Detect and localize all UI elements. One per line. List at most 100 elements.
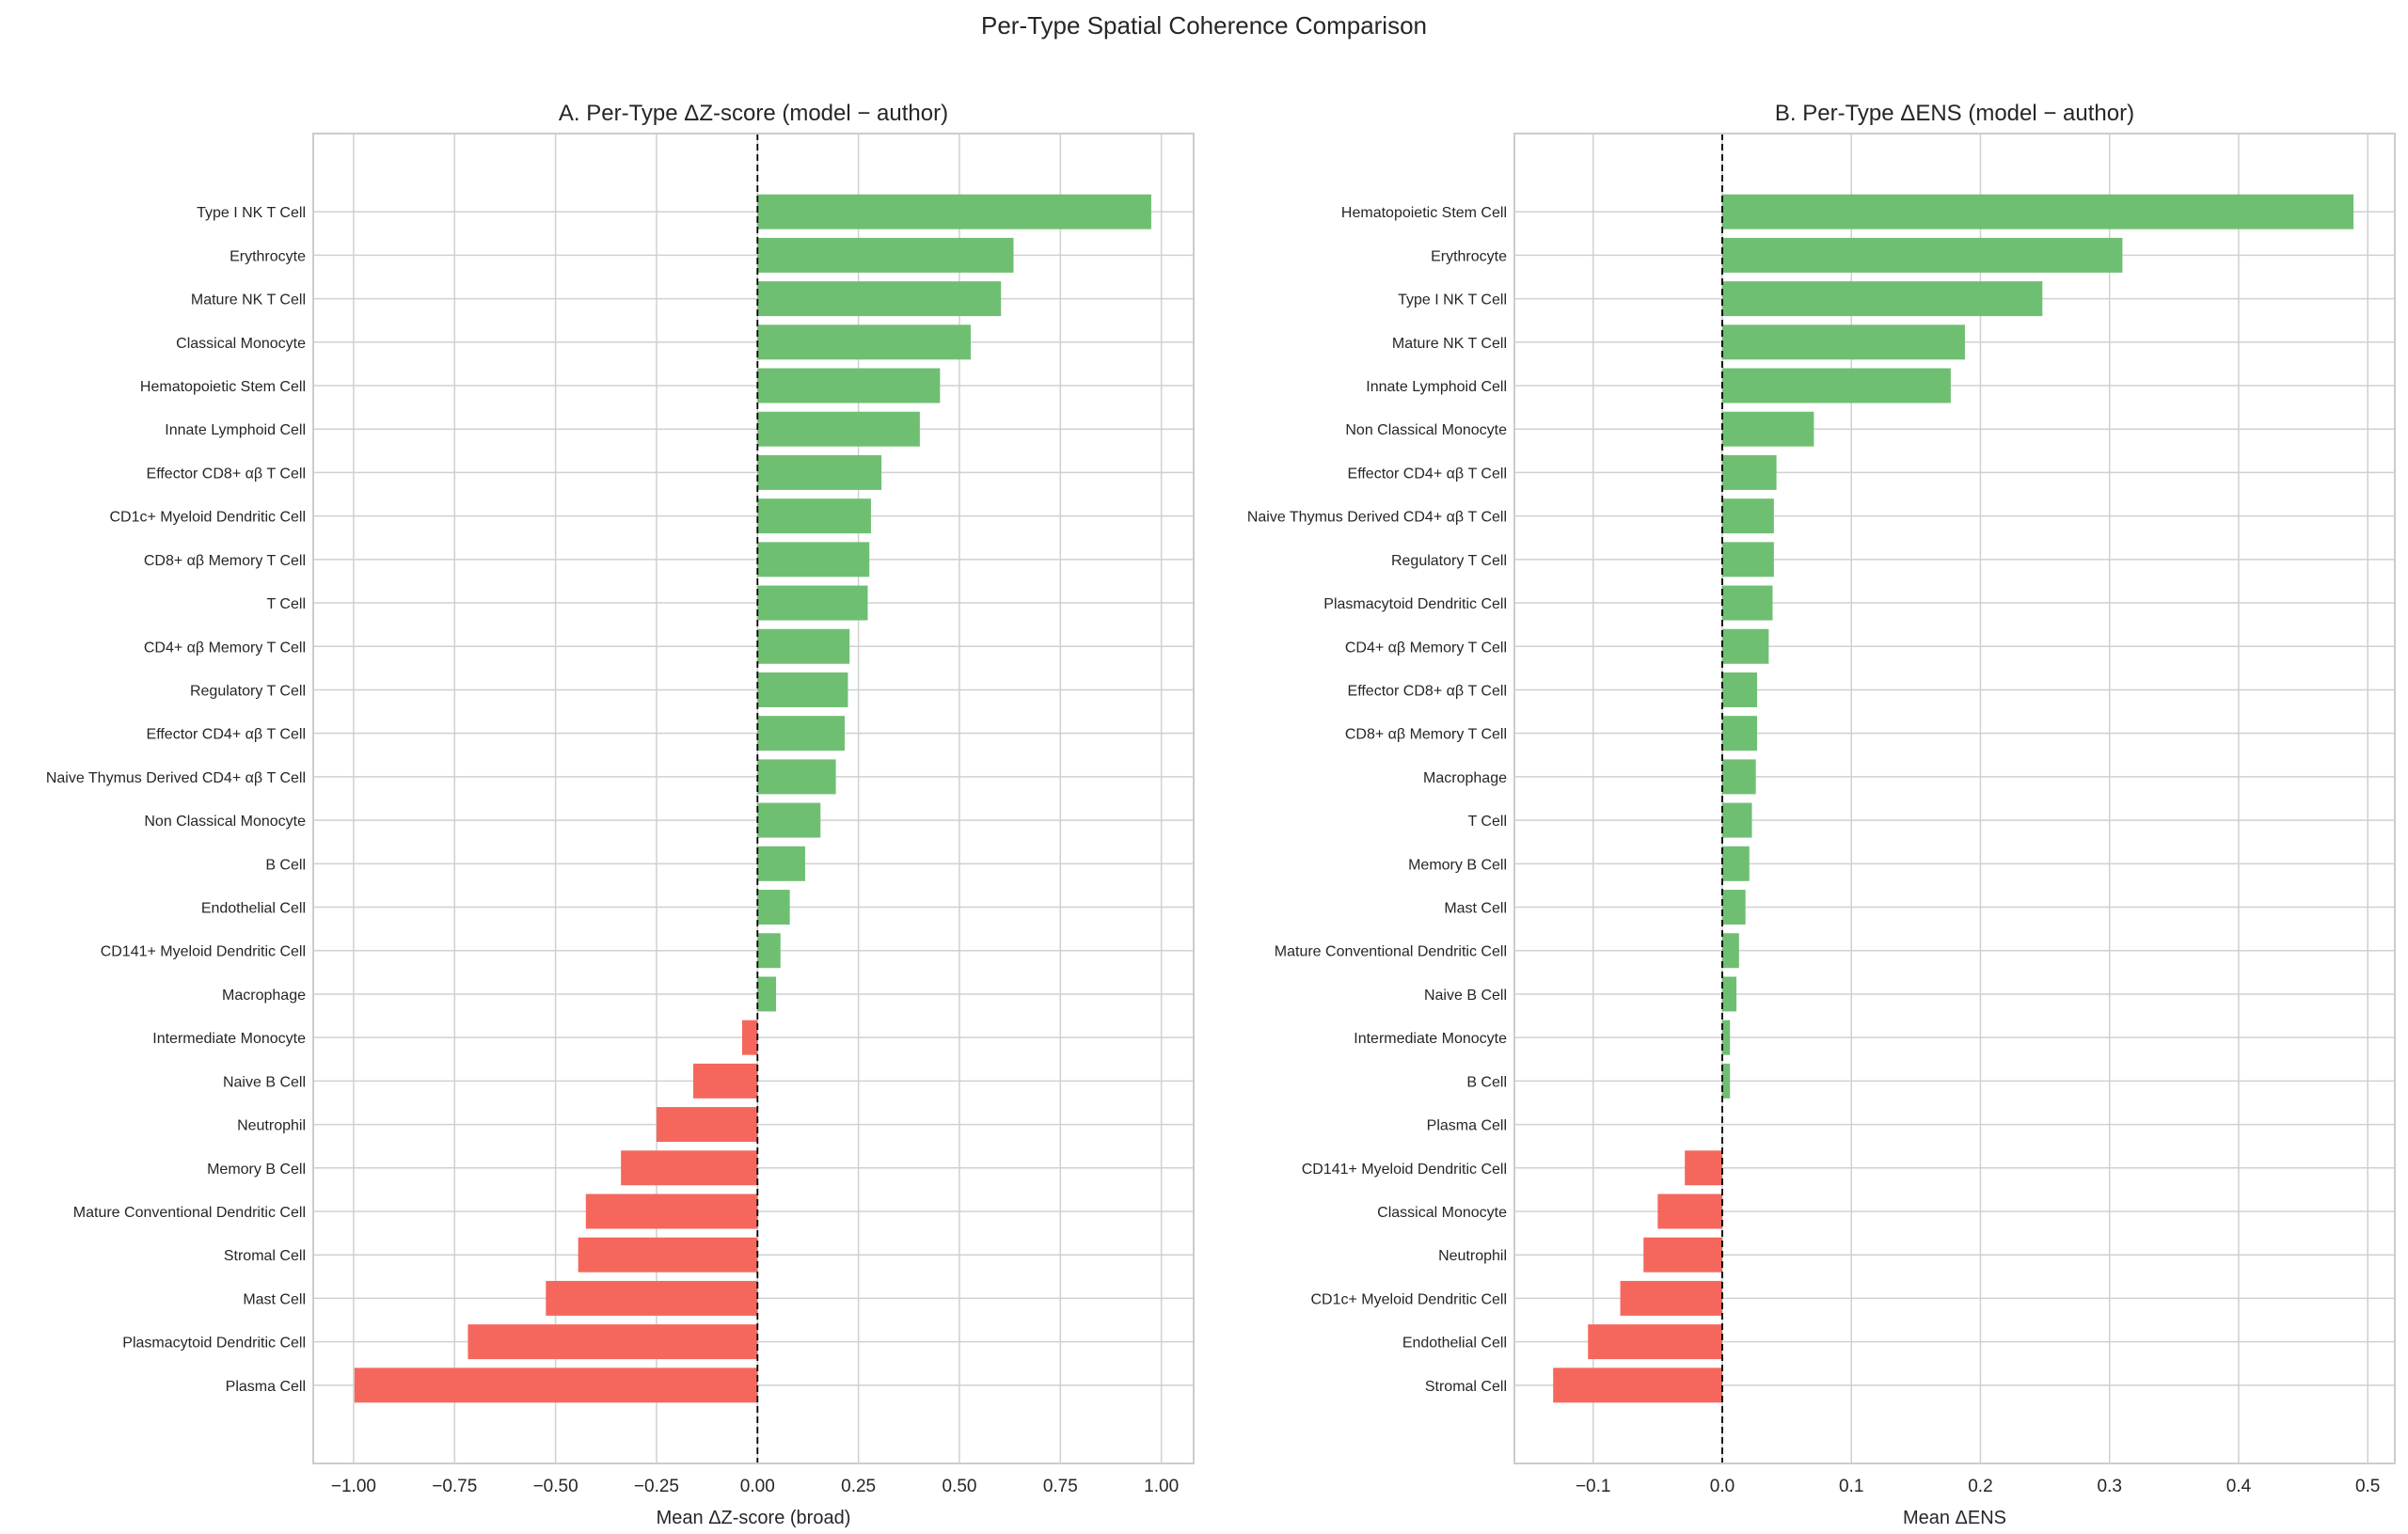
y-tick-label: Mast Cell: [1444, 901, 1507, 917]
y-tick-label: Hematopoietic Stem Cell: [1341, 205, 1507, 221]
bar-erythrocyte: [757, 237, 1014, 273]
y-tick-label: Plasma Cell: [1427, 1118, 1507, 1134]
y-tick-label: Innate Lymphoid Cell: [165, 422, 306, 438]
x-tick-label: −0.75: [432, 1477, 477, 1496]
bar-classical-monocyte: [1657, 1194, 1722, 1229]
bar-naive-thymus-derived-cd4-t-cell: [1721, 498, 1774, 534]
bar-plasmacytoid-dendritic-cell: [1721, 585, 1773, 621]
panel-a: A. Per-Type ΔZ-score (model − author) −1.…: [46, 101, 1195, 1528]
y-tick-label: Innate Lymphoid Cell: [1366, 379, 1507, 395]
bar-intermediate-monocyte: [1721, 1020, 1731, 1055]
bar-memory-b-cell: [621, 1150, 758, 1186]
x-tick-label: 0.3: [2097, 1477, 2121, 1496]
x-tick-label: −1.00: [331, 1477, 376, 1496]
x-tick-label: 0.75: [1043, 1477, 1078, 1496]
y-tick-label: Naive B Cell: [223, 1074, 306, 1090]
bar-b-cell: [757, 846, 805, 881]
bar-naive-thymus-derived-cd4-t-cell: [757, 759, 836, 795]
y-tick-label: Classical Monocyte: [1377, 1205, 1507, 1221]
bar-mature-conventional-dendritic-cell: [1721, 933, 1739, 969]
y-tick-label: Type I NK T Cell: [197, 205, 306, 221]
y-tick-label: Memory B Cell: [207, 1162, 306, 1178]
bar-macrophage: [757, 976, 777, 1012]
y-tick-label: Naive Thymus Derived CD4+ αβ T Cell: [1247, 510, 1507, 526]
y-tick-label: Macrophage: [222, 988, 306, 1004]
y-tick-label: T Cell: [267, 596, 307, 612]
y-tick-label: Type I NK T Cell: [1398, 293, 1507, 308]
y-tick-label: B Cell: [1466, 1074, 1507, 1090]
bar-effector-cd4-t-cell: [1721, 454, 1777, 490]
bar-cd141-myeloid-dendritic-cell: [757, 933, 781, 969]
y-tick-label: CD4+ αβ Memory T Cell: [1345, 640, 1507, 656]
bar-memory-b-cell: [1721, 846, 1750, 881]
y-tick-label: Non Classical Monocyte: [1345, 422, 1507, 438]
panel-title: B. Per-Type ΔENS (model − author): [1775, 101, 2134, 126]
y-tick-label: Mature Conventional Dendritic Cell: [1275, 944, 1507, 960]
bar-regulatory-t-cell: [1721, 542, 1774, 577]
bar-non-classical-monocyte: [1721, 411, 1814, 447]
y-tick-label: Non Classical Monocyte: [144, 814, 306, 830]
y-tick-label: Mature Conventional Dendritic Cell: [73, 1205, 306, 1221]
y-tick-label: Neutrophil: [237, 1118, 306, 1134]
axes-frame: [312, 133, 1195, 1464]
y-tick-label: Memory B Cell: [1408, 857, 1507, 873]
y-tick-label: CD4+ αβ Memory T Cell: [144, 640, 306, 656]
bar-regulatory-t-cell: [757, 672, 848, 707]
bar-classical-monocyte: [757, 324, 971, 360]
bar-mature-nk-t-cell: [757, 281, 1002, 317]
y-tick-label: Effector CD4+ αβ T Cell: [147, 727, 306, 743]
bar-cd1c-myeloid-dendritic-cell: [1620, 1280, 1722, 1316]
bar-hematopoietic-stem-cell: [757, 368, 941, 403]
bar-cd8-memory-t-cell: [1721, 716, 1758, 751]
y-tick-label: CD1c+ Myeloid Dendritic Cell: [1310, 1291, 1507, 1307]
bar-mast-cell: [546, 1280, 758, 1316]
y-tick-label: Stromal Cell: [224, 1248, 306, 1264]
bar-naive-b-cell: [693, 1063, 758, 1099]
bar-cd4-memory-t-cell: [1721, 628, 1769, 664]
y-tick-label: Mast Cell: [243, 1291, 306, 1307]
bar-plasmacytoid-dendritic-cell: [467, 1324, 758, 1360]
bar-mast-cell: [1721, 890, 1746, 925]
bar-mature-nk-t-cell: [1721, 324, 1965, 360]
y-tick-label: Erythrocyte: [230, 248, 306, 264]
figure-suptitle: Per-Type Spatial Coherence Comparison: [981, 11, 1427, 40]
y-tick-label: Intermediate Monocyte: [152, 1031, 306, 1047]
axes-frame: [1513, 133, 2396, 1464]
panel-title: A. Per-Type ΔZ-score (model − author): [559, 101, 948, 126]
y-tick-label: Regulatory T Cell: [1391, 553, 1507, 569]
bar-t-cell: [757, 585, 868, 621]
y-tick-label: CD141+ Myeloid Dendritic Cell: [101, 944, 306, 960]
x-axis-label: Mean ΔENS: [1903, 1508, 2006, 1528]
bar-erythrocyte: [1721, 237, 2123, 273]
bar-cd1c-myeloid-dendritic-cell: [757, 498, 871, 534]
bar-mature-conventional-dendritic-cell: [585, 1194, 758, 1229]
x-axis-label: Mean ΔZ-score (broad): [657, 1508, 851, 1528]
x-tick-label: 0.1: [1839, 1477, 1863, 1496]
y-tick-label: Erythrocyte: [1431, 248, 1507, 264]
bar-innate-lymphoid-cell: [1721, 368, 1951, 403]
bar-plasma-cell: [354, 1368, 758, 1403]
x-tick-label: 0.2: [1968, 1477, 1992, 1496]
bar-innate-lymphoid-cell: [757, 411, 920, 447]
y-tick-label: Neutrophil: [1438, 1248, 1507, 1264]
bar-hematopoietic-stem-cell: [1721, 194, 2354, 229]
y-tick-label: CD1c+ Myeloid Dendritic Cell: [109, 510, 306, 526]
bar-endothelial-cell: [1588, 1324, 1722, 1360]
bar-intermediate-monocyte: [741, 1020, 758, 1055]
y-tick-label: Hematopoietic Stem Cell: [140, 379, 306, 395]
bar-stromal-cell: [578, 1237, 758, 1273]
bar-type-i-nk-t-cell: [1721, 281, 2043, 317]
bar-endothelial-cell: [757, 890, 790, 925]
y-tick-label: Effector CD8+ αβ T Cell: [1348, 683, 1507, 699]
x-tick-label: 0.00: [740, 1477, 775, 1496]
y-tick-label: Classical Monocyte: [176, 336, 306, 352]
y-tick-label: Regulatory T Cell: [190, 683, 306, 699]
x-tick-label: 0.50: [942, 1477, 976, 1496]
y-tick-label: Effector CD4+ αβ T Cell: [1348, 466, 1507, 482]
bar-stromal-cell: [1553, 1368, 1722, 1403]
bar-cd141-myeloid-dendritic-cell: [1685, 1150, 1722, 1186]
x-tick-label: 0.25: [841, 1477, 876, 1496]
y-tick-label: CD8+ αβ Memory T Cell: [144, 553, 306, 569]
bar-neutrophil: [656, 1107, 758, 1143]
